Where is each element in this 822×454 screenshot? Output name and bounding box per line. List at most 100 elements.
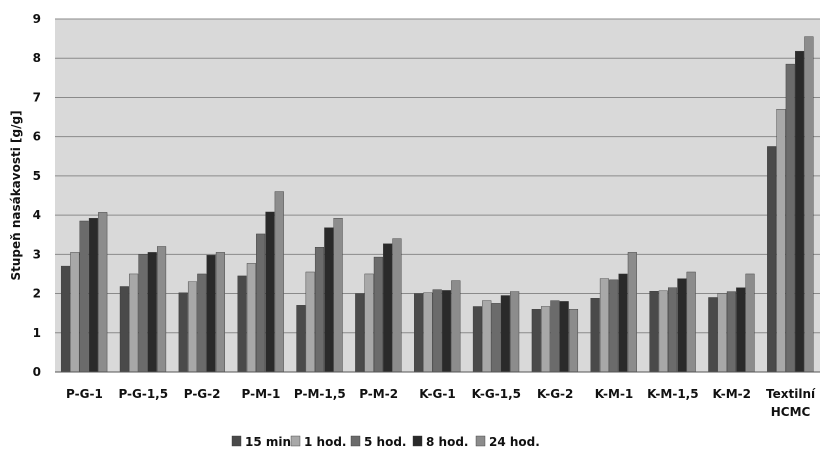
bar	[314, 247, 325, 373]
x-category-label: K-M-2	[712, 387, 751, 401]
bar	[423, 292, 433, 373]
bar	[541, 306, 551, 373]
y-tick-label: 0	[33, 365, 41, 379]
bar	[333, 218, 343, 373]
bar	[658, 290, 668, 373]
x-category-label: K-G-1	[419, 387, 455, 401]
bar	[627, 252, 637, 373]
x-category-label: K-G-2	[537, 387, 573, 401]
bar	[510, 291, 520, 373]
bar	[482, 300, 492, 373]
bar	[355, 293, 365, 373]
bar	[767, 146, 777, 373]
bar	[668, 287, 678, 373]
y-tick-labels: 0 1 2 3 4 5 6 7 8 9	[33, 12, 41, 379]
x-category-label: P-G-1	[66, 387, 103, 401]
x-category-label: P-G-2	[184, 387, 221, 401]
bar	[265, 211, 275, 373]
bar	[717, 293, 727, 373]
bar	[88, 218, 98, 373]
bar	[677, 278, 687, 373]
x-category-label: P-M-2	[359, 387, 398, 401]
bar	[392, 238, 402, 373]
legend-swatch	[231, 435, 242, 447]
x-category-labels: P-G-1 P-G-1,5 P-G-2 P-M-1 P-M-1,5 P-M-2 K-G-1 K…	[66, 387, 816, 419]
bar	[157, 246, 167, 373]
x-category-label: HCMC	[771, 405, 811, 419]
legend-label: 8 hod.	[426, 435, 468, 449]
bar	[274, 191, 284, 373]
bar	[296, 305, 306, 373]
bar	[215, 252, 225, 373]
bar	[147, 252, 157, 373]
bar	[79, 220, 89, 373]
legend-swatch	[290, 435, 301, 447]
bar	[256, 233, 266, 373]
x-category-label: K-M-1,5	[647, 387, 698, 401]
y-tick-label: 1	[33, 326, 41, 340]
y-tick-label: 6	[33, 130, 41, 144]
bar	[599, 278, 609, 373]
bar	[568, 309, 579, 373]
bar	[618, 273, 628, 373]
bar	[590, 298, 600, 373]
bar	[364, 273, 374, 373]
bar	[559, 301, 569, 373]
bar	[776, 109, 786, 373]
bar	[324, 227, 334, 373]
bar	[206, 254, 216, 373]
bar	[649, 291, 659, 373]
bar	[129, 273, 139, 373]
bar	[70, 252, 80, 373]
x-category-label: K-G-1,5	[472, 387, 521, 401]
bars	[60, 36, 814, 373]
x-category-label: P-M-1,5	[294, 387, 346, 401]
y-tick-label: 7	[33, 90, 41, 104]
bar	[500, 295, 510, 373]
legend-label: 15 min.	[245, 435, 296, 449]
x-category-label: P-M-1	[242, 387, 281, 401]
bar	[383, 243, 393, 373]
bar	[736, 287, 746, 373]
y-tick-label: 2	[33, 287, 41, 301]
bar	[138, 254, 148, 373]
bar	[609, 279, 619, 373]
legend-swatch	[350, 435, 361, 447]
bar	[237, 275, 247, 373]
bar	[708, 297, 718, 373]
y-tick-label: 5	[33, 169, 41, 183]
bar	[472, 306, 482, 373]
legend-swatch	[475, 435, 486, 447]
bar	[178, 292, 188, 373]
bar	[246, 263, 256, 373]
x-category-label: K-M-1	[595, 387, 634, 401]
bar	[795, 50, 805, 373]
y-tick-label: 4	[33, 208, 41, 222]
bar	[197, 273, 207, 373]
bar	[785, 63, 795, 373]
bar	[187, 281, 198, 373]
bar	[373, 256, 383, 373]
bar	[432, 289, 442, 373]
x-category-label: P-G-1,5	[118, 387, 168, 401]
x-category-label: Textilní	[766, 387, 816, 401]
legend-label: 1 hod.	[304, 435, 346, 449]
bar	[686, 271, 696, 373]
bar	[491, 303, 501, 373]
bar	[305, 271, 315, 373]
bar	[60, 265, 71, 373]
bar	[451, 280, 461, 373]
legend-swatch	[412, 435, 423, 447]
bar	[726, 291, 736, 373]
bar	[531, 309, 541, 373]
legend-label: 24 hod.	[489, 435, 540, 449]
bar	[414, 293, 424, 373]
y-axis-title: Stupeň nasákavosti [g/g]	[9, 110, 23, 280]
bar	[119, 286, 129, 373]
legend: 15 min. 1 hod. 5 hod. 8 hod. 24 hod.	[231, 435, 540, 449]
y-tick-label: 3	[33, 247, 41, 261]
bar	[98, 212, 108, 373]
y-tick-label: 9	[33, 12, 41, 26]
bar	[441, 290, 452, 373]
